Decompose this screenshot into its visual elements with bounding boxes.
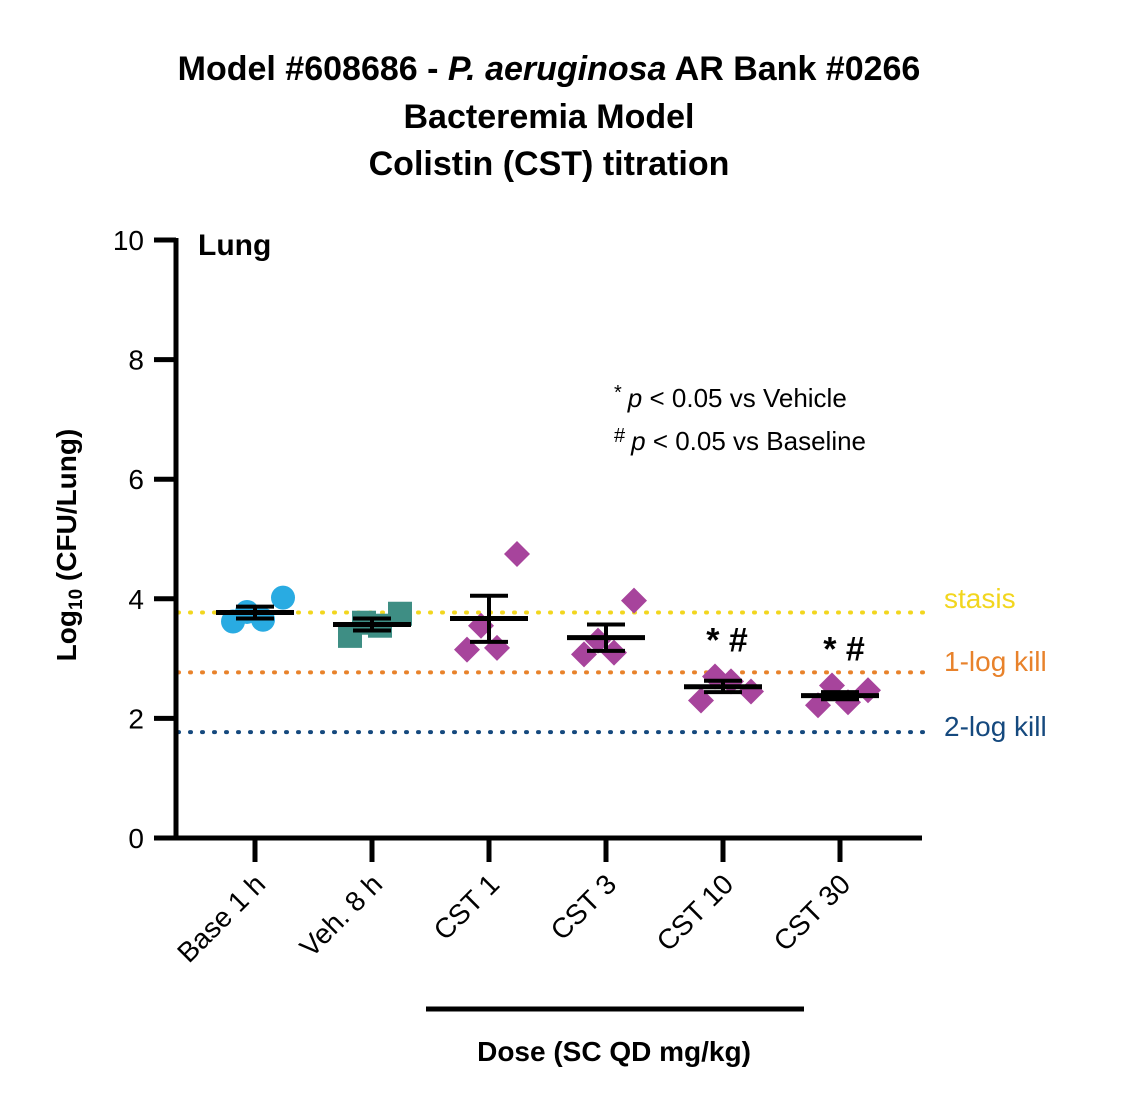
legend-symbol: #	[614, 425, 626, 447]
legend-symbol: *	[614, 382, 622, 404]
data-point	[388, 601, 412, 626]
x-tick-label: Base 1 h	[171, 868, 271, 968]
group-6: * #	[801, 631, 881, 719]
data-point	[621, 587, 647, 614]
y-label-main: Log	[51, 610, 82, 661]
data-point	[504, 540, 530, 567]
title-line-2: Bacteremia Model	[404, 98, 695, 136]
significance-annotation: * #	[823, 631, 865, 669]
x-tick-label: CST 10	[651, 868, 740, 957]
legend-note-1: * p < 0.05 vs Vehicle	[614, 382, 847, 413]
y-tick-label: 6	[128, 464, 144, 495]
x-tick-label: CST 1	[428, 868, 506, 946]
y-tick-label: 10	[113, 225, 144, 256]
x-tick-label: CST 3	[545, 868, 623, 946]
y-tick-label: 8	[128, 345, 144, 376]
reference-label-3: 2-log kill	[944, 711, 1047, 742]
legend-note-2: # p < 0.05 vs Baseline	[614, 425, 866, 456]
title-part: Colistin (CST) titration	[369, 145, 730, 183]
legend-p: p	[627, 383, 642, 413]
x-tick-label: Veh. 8 h	[294, 868, 389, 963]
title-part: P. aeruginosa	[448, 50, 667, 88]
title-line-3: Colistin (CST) titration	[369, 145, 730, 183]
y-label-sub: 10	[66, 589, 87, 610]
y-tick-label: 4	[128, 584, 144, 615]
reference-label-1: stasis	[944, 583, 1016, 614]
group-4	[567, 587, 647, 668]
legend-text: < 0.05 vs Baseline	[646, 426, 866, 456]
significance-legend: * p < 0.05 vs Vehicle# p < 0.05 vs Baselin…	[614, 382, 866, 456]
reference-lines: stasis 1-log kill 2-log kill	[176, 583, 1047, 742]
significance-annotation: * #	[706, 622, 748, 660]
title-part: Model #608686 -	[178, 50, 448, 88]
data-point	[271, 585, 295, 610]
x-axis-label: Dose (SC QD mg/kg)	[477, 1036, 751, 1067]
group-3	[450, 540, 530, 663]
group-2	[333, 601, 412, 648]
y-tick-label: 2	[128, 703, 144, 734]
x-tick-label: CST 30	[768, 868, 857, 957]
y-label-rest: (CFU/Lung)	[51, 429, 82, 589]
title-part: Bacteremia Model	[404, 98, 695, 136]
title-line-1: Model #608686 - P. aeruginosa AR Bank #0…	[178, 50, 921, 88]
reference-label-2: 1-log kill	[944, 646, 1047, 677]
y-tick-label: 0	[128, 823, 144, 854]
data-groups: * # * #	[216, 540, 881, 719]
title-part: AR Bank #0266	[666, 50, 920, 88]
legend-text: < 0.05 vs Vehicle	[642, 383, 847, 413]
y-axis-label: Log10 (CFU/Lung)	[51, 429, 87, 662]
group-5: * #	[684, 622, 764, 714]
legend-p: p	[630, 426, 645, 456]
panel-label: Lung	[198, 229, 271, 262]
group-1	[216, 585, 295, 634]
chart-title: Model #608686 - P. aeruginosa AR Bank #0…	[178, 50, 921, 183]
data-point	[571, 641, 597, 668]
